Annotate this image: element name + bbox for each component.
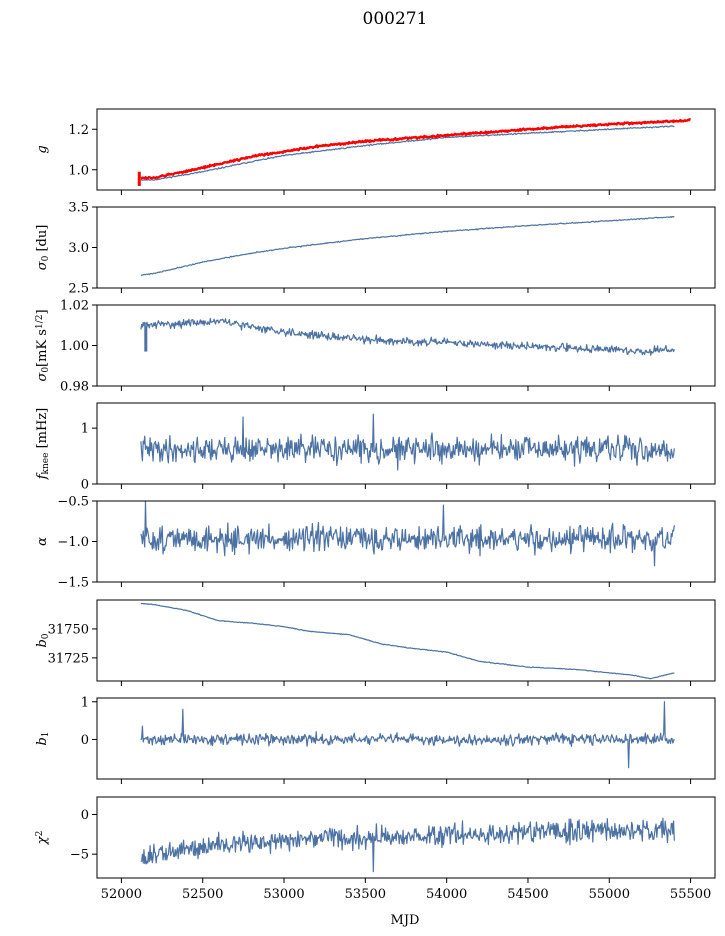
series-line-1 [140,817,675,873]
panel-5: −1.5 −1.0 −0.5 α [35,495,716,591]
figure-title: 000271 [363,9,428,29]
y-tick-label: 31750 [48,622,89,637]
y-tick-label: 31725 [48,651,89,666]
x-tick-label: 54500 [507,887,548,902]
series-line-1 [140,501,675,567]
panel-8: −5 0 52000 52500 53000 53500 54000 54500 55000 55… [35,796,716,902]
y-axis-label: g [35,145,50,153]
y-tick-label: 0 [81,733,89,748]
series-line-2 [140,117,692,180]
y-tick-label: 1.0 [68,163,89,178]
axes-frame [96,206,716,289]
panels: 1.0 1.2 g 2.5 3.0 3.5 σ0 [du] 0.98 1.00 1.02 σ0[mK… [35,108,716,902]
series-line-1 [140,215,675,277]
y-axis-label: χ2 [35,831,50,846]
x-tick-label: 54000 [426,887,467,902]
series-line-1 [140,602,675,680]
axes-frame [96,304,716,387]
axes-frame [96,599,716,682]
x-tick-label: 53000 [263,887,304,902]
y-axis-label: fknee [mHz] [35,408,51,481]
panel-1: 1.0 1.2 g [35,108,716,195]
panel-3: 0.98 1.00 1.02 σ0[mK s1/2] [35,299,716,395]
x-tick-label: 55500 [670,887,711,902]
x-tick-label: 52000 [101,887,142,902]
x-tick-label: 52500 [182,887,223,902]
y-axis-label: α [35,537,50,546]
axes-frame [96,402,716,485]
series-line-1 [140,413,675,471]
y-tick-label: 1.02 [60,299,89,314]
y-tick-label: 0 [81,808,89,823]
x-tick-label: 53500 [345,887,386,902]
axes-frame [96,697,716,780]
y-tick-label: 0.98 [60,380,89,395]
y-tick-label: −1.0 [57,535,89,550]
y-axis-label: σ0 [du] [35,225,51,271]
y-tick-label: −5 [70,848,89,863]
x-tick-label: 55000 [589,887,630,902]
y-axis-label: σ0[mK s1/2] [35,309,51,381]
y-tick-label: 1.00 [60,339,89,354]
y-tick-label: 1 [81,695,89,710]
series-line-1 [140,317,675,356]
y-tick-label: 1.2 [68,123,89,138]
y-tick-label: 1 [81,422,89,437]
y-tick-label: 3.5 [68,201,89,216]
axes-frame [96,108,716,191]
y-tick-label: −1.5 [57,576,89,591]
series-line-1 [140,701,675,769]
y-tick-label: 3.0 [68,241,89,256]
y-axis-label: b0 [35,633,51,647]
panel-2: 2.5 3.0 3.5 σ0 [du] [35,201,716,297]
y-axis-label: b1 [35,731,51,745]
panel-4: 0 1 fknee [mHz] [35,402,716,493]
axes-frame [96,796,716,879]
y-tick-label: 2.5 [68,282,89,297]
y-tick-label: −0.5 [57,495,89,510]
x-axis-label: MJD [391,913,420,928]
y-tick-label: 0 [81,478,89,493]
panel-7: 0 1 b1 [35,695,716,784]
series-line-1 [140,125,675,181]
